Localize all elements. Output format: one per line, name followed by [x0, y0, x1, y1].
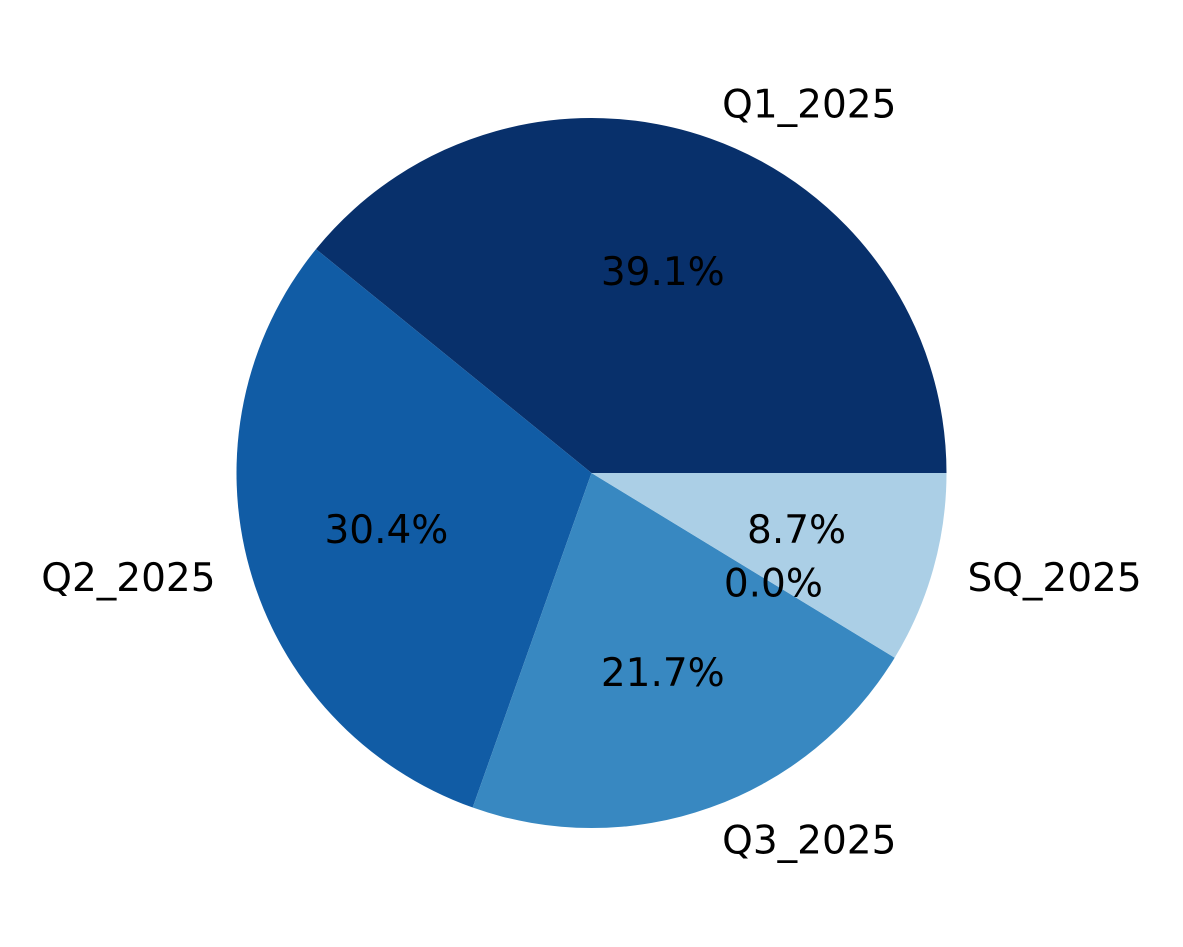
percent-label-sq-2025: 8.7%	[747, 508, 846, 553]
category-label-q2-2025: Q2_2025	[41, 556, 215, 601]
pie-slice-q3-2025	[472, 473, 895, 828]
percent-label-q3-2025: 21.7%	[601, 651, 725, 696]
category-label-q3-2025: Q3_2025	[722, 818, 896, 863]
category-label-q1-2025: Q1_2025	[722, 83, 896, 128]
pie-labels: 39.1% Q1_2025 30.4% Q2_2025 21.7% Q3_2025 0.0%…	[41, 83, 1141, 864]
percent-label-q2-2025: 30.4%	[324, 508, 448, 553]
pie-slice-q1-2025	[316, 118, 947, 473]
percent-label-slice-3: 0.0%	[724, 561, 823, 606]
category-label-sq-2025: SQ_2025	[967, 556, 1141, 601]
pie-slices	[236, 118, 947, 828]
pie-slice-sq-2025	[591, 473, 947, 658]
pie-slice-q2-2025	[236, 249, 592, 808]
percent-label-q1-2025: 39.1%	[601, 250, 725, 295]
